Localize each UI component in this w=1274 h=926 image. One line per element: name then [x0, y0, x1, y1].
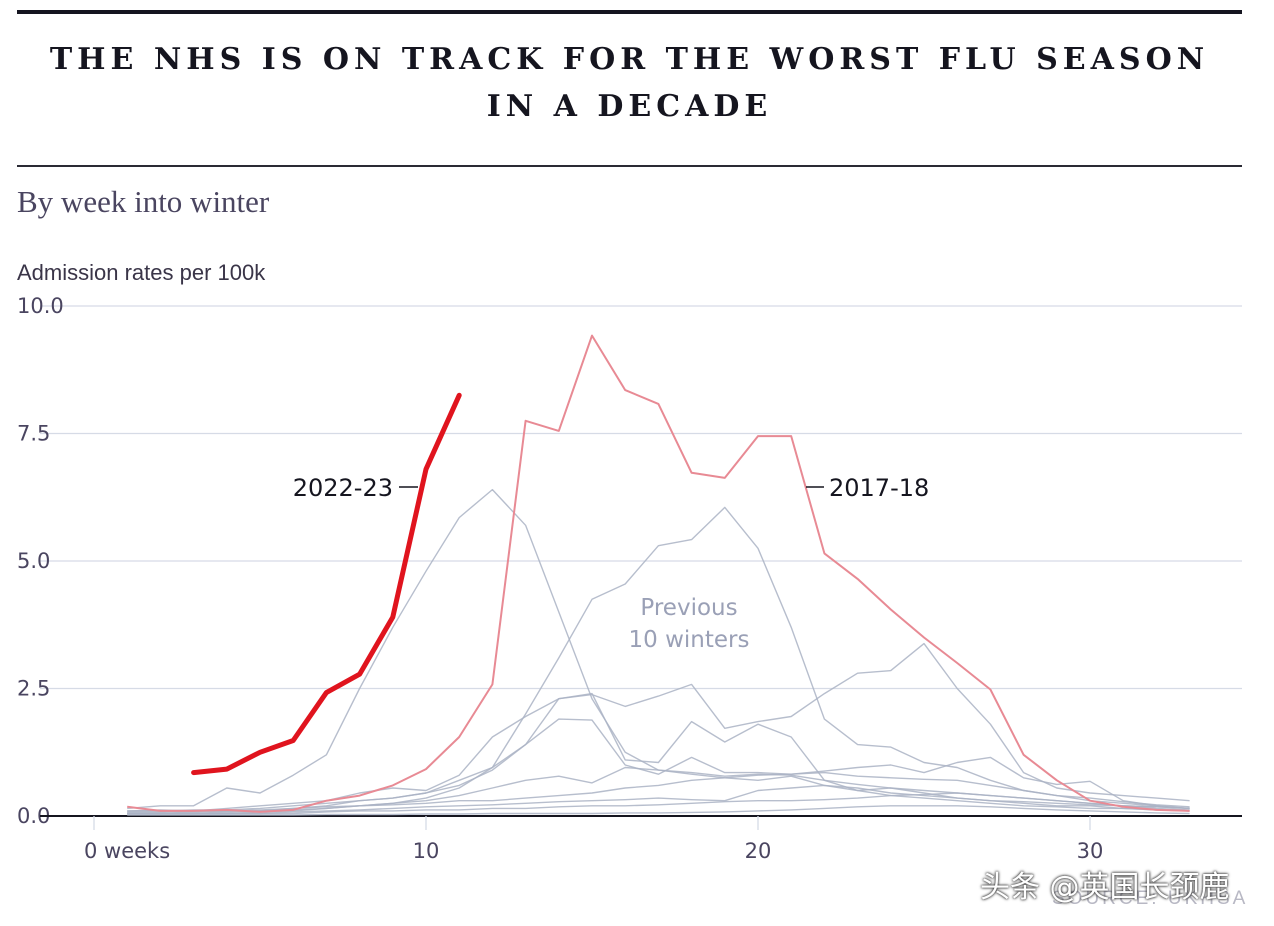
series-line-2022-23 [191, 392, 462, 776]
y-tick-label-4: 10.0 [17, 294, 64, 318]
label-layer: 2022-23 2017-18 Previous 10 winters [293, 474, 930, 653]
y-tick-label-3: 7.5 [17, 422, 50, 446]
top-rule [17, 10, 1242, 14]
watermark: 头条 @英国长颈鹿 [980, 870, 1230, 905]
title-rule [17, 165, 1242, 167]
annotation-previous-winters-line-0: Previous [640, 595, 737, 621]
series-line-2017-18 [127, 334, 1190, 813]
x-tick-label-2: 20 [745, 839, 772, 863]
x-tick-label-0: 0 weeks [84, 839, 170, 863]
chart-subtitle: By week into winter [17, 184, 270, 219]
series-label-2022-23: 2022-23 [293, 474, 393, 502]
series-line-previous-7 [127, 784, 1190, 815]
series-line-previous-4 [127, 718, 1190, 815]
annotation-previous-winters-line-1: 10 winters [629, 627, 750, 653]
y-tick-label-2: 5.0 [17, 549, 50, 573]
current-series-layer [191, 392, 462, 776]
chart-title: THE NHS IS ON TRACK FOR THE WORST FLU SE… [49, 42, 1210, 124]
series-line-previous-9 [127, 805, 1190, 816]
source-note: SOURCE: UKHSA [1052, 888, 1249, 909]
series-line-previous-3 [127, 692, 1190, 812]
y-tick-label-1: 2.5 [17, 677, 50, 701]
x-tick-label-1: 10 [413, 839, 440, 863]
previous-winters-layer [127, 488, 1190, 816]
highlight-series-layer [127, 334, 1190, 813]
axis-layer: 0.02.55.07.510.00 weeks 10 20 30 [17, 294, 1242, 863]
x-tick-label-3: 30 [1077, 839, 1104, 863]
y-axis-label: Admission rates per 100k [17, 260, 266, 285]
series-line-previous-1 [127, 506, 1190, 815]
grid-layer [40, 305, 1242, 690]
series-line-previous-8 [127, 792, 1190, 815]
series-label-2017-18: 2017-18 [829, 474, 929, 502]
series-line-previous-2 [127, 642, 1190, 812]
